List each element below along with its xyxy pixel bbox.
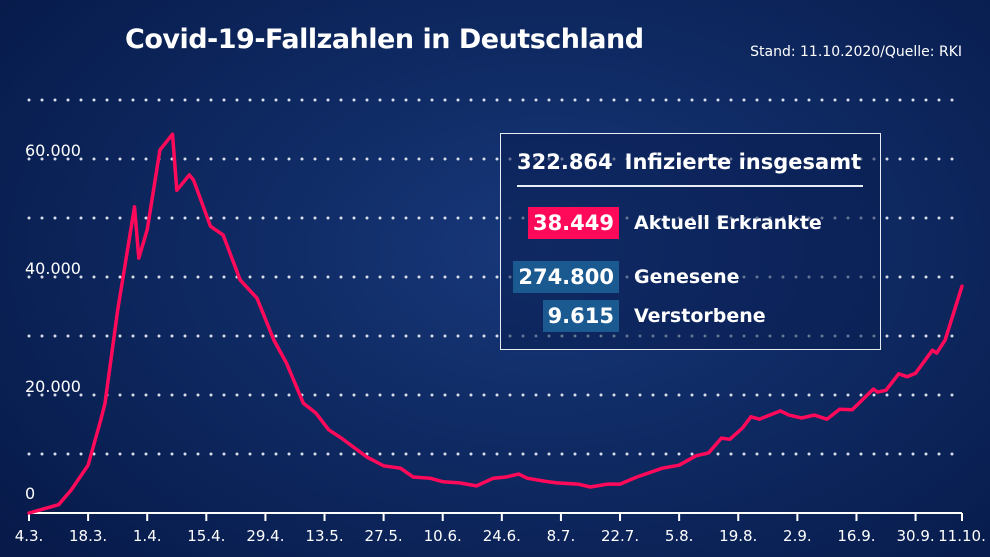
x-tick-label: 18.3. bbox=[69, 527, 107, 545]
x-tick-label: 30.9. bbox=[896, 527, 934, 545]
x-tick-label: 16.9. bbox=[837, 527, 875, 545]
y-tick-label: 60.000 bbox=[25, 141, 81, 160]
y-axis-labels: 0 20.000 40.000 60.000 bbox=[25, 141, 81, 503]
total-infected-label: Infizierte insgesamt bbox=[624, 150, 862, 174]
x-tick-label: 4.3. bbox=[15, 527, 44, 545]
recovered-label: Genesene bbox=[634, 266, 740, 288]
source-note: Stand: 11.10.2020/Quelle: RKI bbox=[750, 44, 962, 60]
deaths-badge: 9.615 bbox=[542, 300, 619, 332]
total-infected: 322.864 Infizierte insgesamt bbox=[517, 150, 861, 174]
x-tick-label: 13.5. bbox=[305, 527, 343, 545]
x-tick-label: 8.7. bbox=[547, 527, 576, 545]
active-cases-badge: 38.449 bbox=[527, 207, 619, 239]
x-tick-label: 15.4. bbox=[187, 527, 225, 545]
x-tick-label: 19.8. bbox=[719, 527, 757, 545]
divider bbox=[517, 185, 863, 187]
active-cases-label: Aktuell Erkrankte bbox=[634, 212, 822, 234]
y-tick-label: 40.000 bbox=[25, 259, 81, 278]
y-tick-label: 20.000 bbox=[25, 377, 81, 396]
x-tick-label: 11.10. bbox=[938, 527, 986, 545]
x-tick-label: 22.7. bbox=[601, 527, 639, 545]
x-tick-label: 10.6. bbox=[424, 527, 462, 545]
y-tick-label: 0 bbox=[25, 484, 35, 503]
x-axis: 4.3. 18.3. 1.4. 15.4. 29.4. 13.5. 27.5. 10.6. 24… bbox=[15, 512, 986, 545]
stats-box: 322.864 Infizierte insgesamt 38.449 Aktue… bbox=[500, 133, 881, 350]
x-tick-label: 2.9. bbox=[783, 527, 812, 545]
total-infected-value: 322.864 bbox=[517, 150, 613, 174]
x-tick-label: 27.5. bbox=[365, 527, 403, 545]
chart-title: Covid-19-Fallzahlen in Deutschland bbox=[125, 24, 644, 55]
x-tick-label: 24.6. bbox=[483, 527, 521, 545]
series bbox=[27, 132, 964, 515]
x-tick-label: 5.8. bbox=[665, 527, 694, 545]
x-tick-label: 29.4. bbox=[246, 527, 284, 545]
x-tick-label: 1.4. bbox=[133, 527, 162, 545]
recovered-badge: 274.800 bbox=[513, 261, 619, 293]
gridlines bbox=[27, 98, 964, 456]
deaths-label: Verstorbene bbox=[634, 305, 766, 327]
